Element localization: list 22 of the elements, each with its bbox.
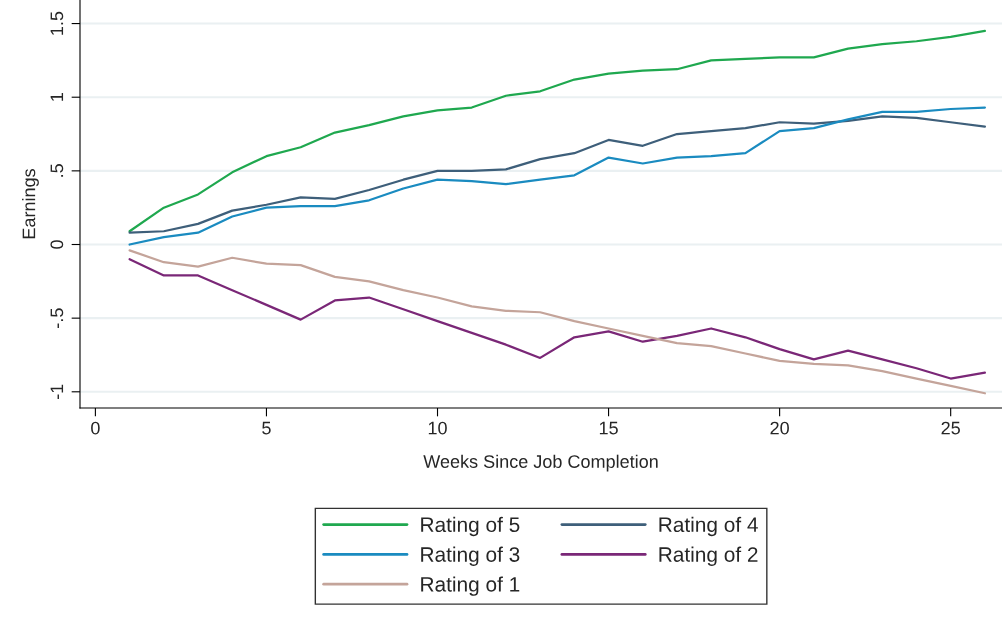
y-axis-title: Earnings	[22, 169, 39, 239]
x-tick-label: 15	[599, 421, 618, 435]
x-tick-label: 20	[770, 421, 789, 435]
legend-label: Rating of 2	[659, 546, 758, 567]
x-axis-title: Weeks Since Job Completion	[423, 454, 658, 472]
line-series	[128, 258, 986, 380]
y-tick-label: 1	[50, 93, 64, 101]
y-tick-label: -.5	[50, 308, 64, 328]
y-tick-label: 0	[50, 240, 64, 249]
legend-label: Rating of 5	[421, 516, 520, 537]
line-series	[128, 29, 986, 233]
legend-label: Rating of 4	[659, 516, 758, 537]
x-tick-label: 5	[262, 421, 271, 435]
x-tick-label: 0	[91, 421, 100, 435]
line-series	[128, 249, 986, 395]
y-tick-label: .5	[50, 164, 64, 177]
y-tick-label: -1	[50, 384, 64, 400]
y-tick-label: 1.5	[50, 11, 64, 35]
legend-label: Rating of 1	[421, 576, 520, 596]
x-tick-label: 25	[941, 421, 960, 435]
x-tick-label: 10	[428, 421, 447, 435]
legend-label: Rating of 3	[421, 546, 520, 567]
